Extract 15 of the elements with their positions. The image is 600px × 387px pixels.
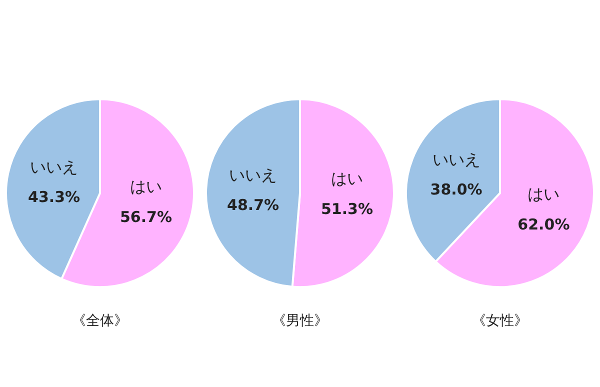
- data-label: 51.3%: [320, 200, 373, 218]
- text: 《全体》: [72, 313, 128, 330]
- slice-label: はい: [330, 169, 363, 188]
- slice-label: いいえ: [432, 150, 480, 169]
- text: 《女性》: [472, 313, 528, 330]
- data-label: 48.7%: [227, 196, 280, 214]
- data-label: 56.7%: [120, 208, 172, 226]
- slice-label: いいえ: [30, 157, 78, 176]
- text: 《男性》: [272, 313, 328, 330]
- slice-label: いいえ: [229, 165, 278, 184]
- data-label: 43.3%: [28, 188, 80, 206]
- slice-label: はい: [130, 177, 162, 196]
- data-label: 38.0%: [430, 180, 482, 199]
- slice-label: はい: [528, 184, 560, 204]
- data-label: 62.0%: [518, 215, 570, 234]
